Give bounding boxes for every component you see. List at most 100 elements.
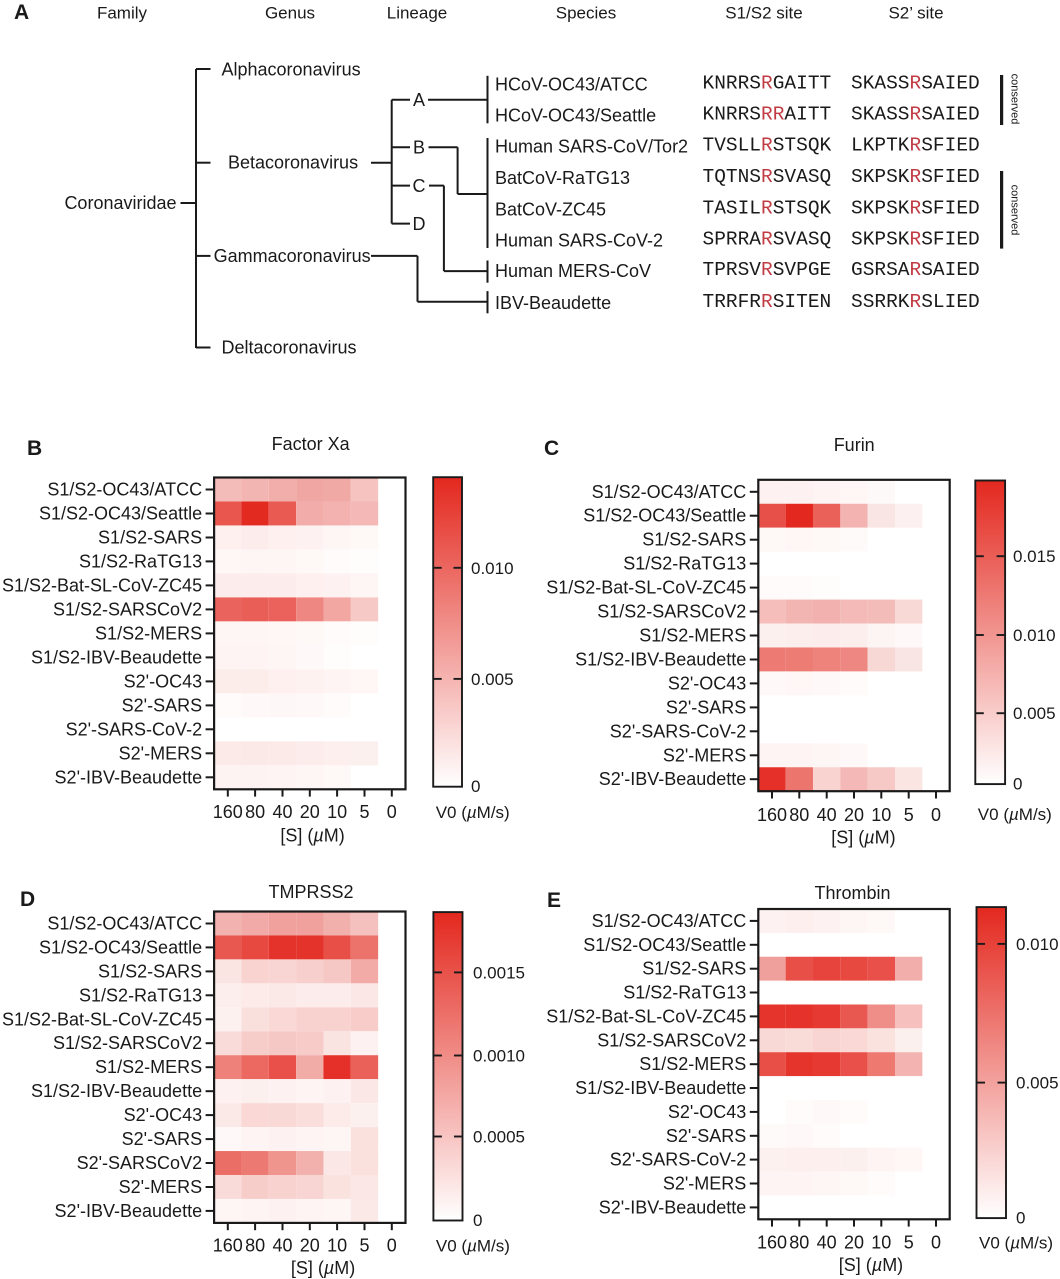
svg-text:80: 80	[245, 1235, 265, 1255]
svg-text:S1/S2-SARSCoV2: S1/S2-SARSCoV2	[53, 1033, 202, 1053]
svg-text:Alphacoronavirus: Alphacoronavirus	[222, 59, 361, 79]
svg-text:TASILRSTSQK: TASILRSTSQK	[703, 197, 832, 219]
svg-text:S1/S2-Bat-SL-CoV-ZC45: S1/S2-Bat-SL-CoV-ZC45	[546, 1006, 746, 1026]
svg-text:20: 20	[300, 802, 320, 822]
svg-text:Furin: Furin	[834, 435, 875, 455]
svg-text:10: 10	[327, 802, 347, 822]
svg-text:S2'-OC43: S2'-OC43	[124, 1105, 202, 1125]
svg-text:S2'-IBV-Beaudette: S2'-IBV-Beaudette	[55, 1201, 203, 1221]
svg-text:conserved: conserved	[1009, 185, 1021, 236]
svg-text:160: 160	[213, 1235, 243, 1255]
svg-text:40: 40	[817, 1232, 837, 1252]
svg-text:S1/S2-MERS: S1/S2-MERS	[639, 626, 746, 646]
svg-text:S1/S2-SARSCoV2: S1/S2-SARSCoV2	[597, 602, 746, 622]
svg-text:80: 80	[789, 1232, 809, 1252]
svg-text:Species: Species	[556, 4, 616, 23]
svg-text:5: 5	[359, 1235, 369, 1255]
svg-text:Genus: Genus	[265, 4, 315, 23]
svg-text:S1/S2-MERS: S1/S2-MERS	[95, 623, 202, 643]
svg-text:S1/S2-MERS: S1/S2-MERS	[95, 1057, 202, 1077]
svg-text:0.010: 0.010	[1016, 935, 1059, 954]
svg-text:S1/S2-IBV-Beaudette: S1/S2-IBV-Beaudette	[31, 647, 202, 667]
svg-text:D: D	[413, 214, 426, 234]
svg-text:SSRRKRSLIED: SSRRKRSLIED	[851, 291, 980, 313]
svg-text:B: B	[413, 138, 425, 158]
svg-text:S2'-IBV-Beaudette: S2'-IBV-Beaudette	[599, 1197, 747, 1217]
svg-text:S1/S2-MERS: S1/S2-MERS	[639, 1054, 746, 1074]
svg-text:S1/S2-RaTG13: S1/S2-RaTG13	[79, 551, 202, 571]
svg-text:0.010: 0.010	[1013, 626, 1056, 645]
svg-text:Lineage: Lineage	[387, 4, 448, 23]
svg-text:10: 10	[871, 1232, 891, 1252]
svg-text:Betacoronavirus: Betacoronavirus	[228, 153, 358, 173]
svg-text:GSRSARSAIED: GSRSARSAIED	[851, 259, 980, 281]
svg-text:0: 0	[931, 805, 941, 825]
svg-text:SKPSKRSFIED: SKPSKRSFIED	[851, 197, 980, 219]
svg-text:S1/S2 site: S1/S2 site	[725, 4, 803, 23]
svg-text:V0 (µM/s): V0 (µM/s)	[436, 1236, 510, 1255]
svg-text:S1/S2-IBV-Beaudette: S1/S2-IBV-Beaudette	[31, 1081, 202, 1101]
svg-text:S2'-MERS: S2'-MERS	[663, 745, 746, 765]
svg-text:40: 40	[817, 805, 837, 825]
svg-text:S2'-MERS: S2'-MERS	[119, 1177, 202, 1197]
svg-text:0: 0	[471, 777, 480, 796]
svg-text:S1/S2-IBV-Beaudette: S1/S2-IBV-Beaudette	[575, 1078, 746, 1098]
svg-text:TMPRSS2: TMPRSS2	[268, 882, 353, 902]
svg-text:0: 0	[1013, 775, 1022, 794]
svg-text:S2'-SARSCoV2: S2'-SARSCoV2	[77, 1153, 203, 1173]
svg-text:0.015: 0.015	[1013, 547, 1056, 566]
svg-text:S2'-SARS-CoV-2: S2'-SARS-CoV-2	[66, 719, 203, 739]
svg-text:E: E	[547, 889, 561, 912]
svg-text:S1/S2-OC43/Seattle: S1/S2-OC43/Seattle	[39, 504, 202, 524]
svg-text:BatCoV-ZC45: BatCoV-ZC45	[495, 199, 606, 219]
svg-text:C: C	[544, 437, 559, 460]
svg-text:S1/S2-Bat-SL-CoV-ZC45: S1/S2-Bat-SL-CoV-ZC45	[2, 575, 202, 595]
svg-text:0: 0	[473, 1211, 482, 1230]
svg-text:S2'-IBV-Beaudette: S2'-IBV-Beaudette	[55, 767, 203, 787]
svg-text:Coronaviridae: Coronaviridae	[64, 193, 176, 213]
svg-text:5: 5	[904, 805, 914, 825]
svg-text:LKPTKRSFIED: LKPTKRSFIED	[851, 135, 980, 157]
svg-text:S2'-OC43: S2'-OC43	[668, 1102, 746, 1122]
svg-text:TPRSVRSVPGE: TPRSVRSVPGE	[703, 259, 832, 281]
svg-text:S1/S2-OC43/ATCC: S1/S2-OC43/ATCC	[47, 914, 202, 934]
svg-text:KNRRSRGAITT: KNRRSRGAITT	[703, 72, 832, 94]
svg-text:10: 10	[871, 805, 891, 825]
svg-text:Family: Family	[97, 4, 148, 23]
svg-text:0.005: 0.005	[1013, 704, 1056, 723]
svg-text:Thrombin: Thrombin	[814, 883, 890, 903]
svg-text:S2'-MERS: S2'-MERS	[119, 743, 202, 763]
svg-text:S2'-OC43: S2'-OC43	[124, 671, 202, 691]
svg-text:[S] (µM): [S] (µM)	[839, 1255, 903, 1275]
svg-text:S1/S2-SARS: S1/S2-SARS	[642, 530, 746, 550]
svg-text:SKPSKRSFIED: SKPSKRSFIED	[851, 228, 980, 250]
svg-text:Human SARS-CoV-2: Human SARS-CoV-2	[495, 230, 663, 250]
svg-text:S2’ site: S2’ site	[888, 4, 943, 23]
svg-text:20: 20	[844, 1232, 864, 1252]
svg-text:HCoV-OC43/ATCC: HCoV-OC43/ATCC	[495, 74, 648, 94]
svg-text:0: 0	[387, 1235, 397, 1255]
svg-text:5: 5	[904, 1232, 914, 1252]
svg-text:A: A	[413, 90, 425, 110]
svg-text:160: 160	[757, 805, 787, 825]
svg-text:S1/S2-SARS: S1/S2-SARS	[98, 961, 202, 981]
svg-text:S1/S2-RaTG13: S1/S2-RaTG13	[79, 985, 202, 1005]
svg-text:S1/S2-OC43/ATCC: S1/S2-OC43/ATCC	[592, 911, 747, 931]
svg-text:S1/S2-Bat-SL-CoV-ZC45: S1/S2-Bat-SL-CoV-ZC45	[546, 578, 746, 598]
svg-text:V0 (µM/s): V0 (µM/s)	[979, 1233, 1053, 1252]
svg-text:A: A	[14, 1, 29, 24]
svg-text:S1/S2-OC43/Seattle: S1/S2-OC43/Seattle	[583, 935, 746, 955]
svg-text:S1/S2-IBV-Beaudette: S1/S2-IBV-Beaudette	[575, 650, 746, 670]
svg-text:SKASSRSAIED: SKASSRSAIED	[851, 104, 980, 126]
svg-text:D: D	[20, 888, 35, 911]
svg-text:S2'-SARS-CoV-2: S2'-SARS-CoV-2	[610, 1150, 747, 1170]
svg-text:TQTNSRSVASQ: TQTNSRSVASQ	[703, 166, 832, 188]
svg-text:V0 (µM/s): V0 (µM/s)	[436, 803, 510, 822]
svg-text:BatCoV-RaTG13: BatCoV-RaTG13	[495, 168, 630, 188]
svg-text:0.0010: 0.0010	[473, 1047, 525, 1066]
svg-text:Deltacoronavirus: Deltacoronavirus	[222, 337, 357, 357]
svg-text:40: 40	[272, 802, 292, 822]
svg-text:[S] (µM): [S] (µM)	[280, 826, 344, 846]
svg-text:0: 0	[387, 802, 397, 822]
svg-text:S2'-OC43: S2'-OC43	[668, 673, 746, 693]
